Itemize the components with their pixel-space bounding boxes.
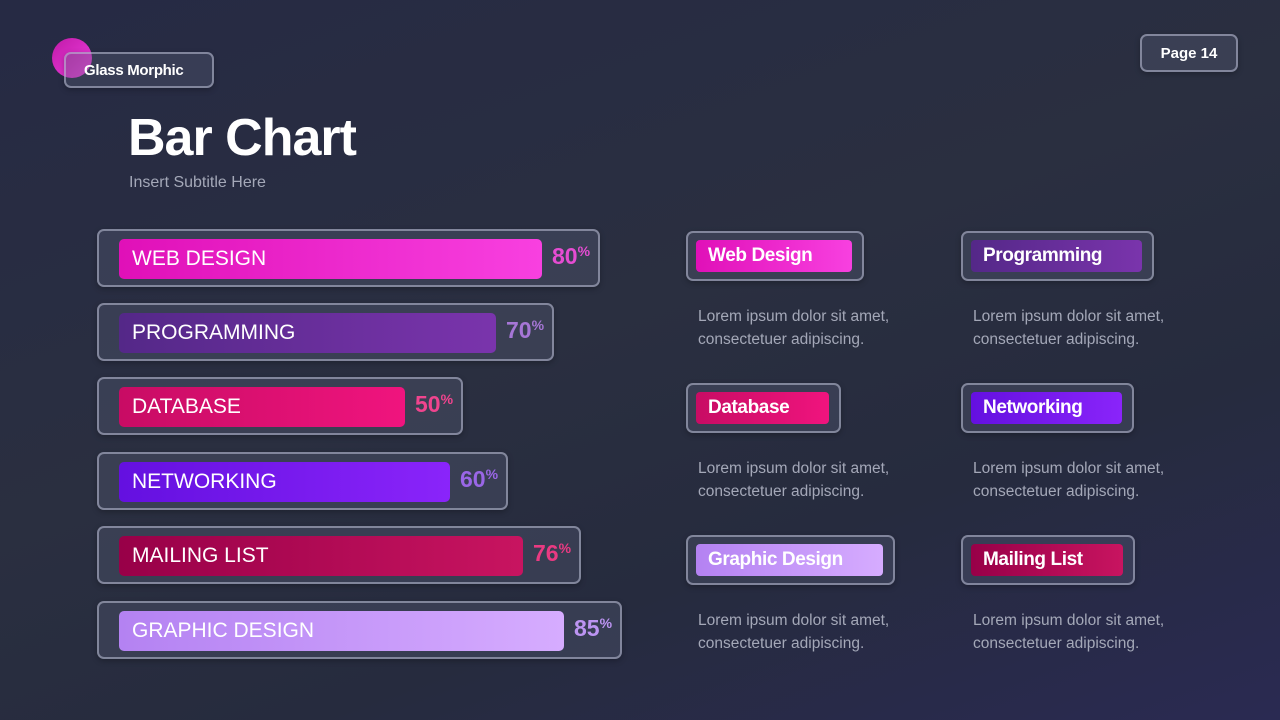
legend-chip: Networking bbox=[971, 392, 1123, 424]
bar-row: MAILING LIST 76% bbox=[97, 526, 581, 584]
bar: WEB DESIGN bbox=[119, 239, 542, 279]
legend-description: Lorem ipsum dolor sit amet, consectetuer… bbox=[698, 460, 890, 500]
bar-unit: % bbox=[558, 540, 572, 556]
brand-name: Glass Morphic bbox=[84, 61, 184, 79]
bar-value-label: 60% bbox=[460, 466, 498, 493]
bar: MAILING LIST bbox=[119, 536, 523, 576]
bar-row: DATABASE 50% bbox=[97, 377, 463, 435]
legend-chip-frame: Web Design bbox=[686, 231, 865, 281]
page-number: Page 14 bbox=[1160, 44, 1218, 62]
page-subtitle: Insert Subtitle Here bbox=[129, 174, 266, 191]
bar-label: GRAPHIC DESIGN bbox=[132, 619, 315, 642]
bar-value: 70 bbox=[506, 317, 532, 343]
bar-row: GRAPHIC DESIGN 85% bbox=[97, 601, 622, 659]
bar-value: 85 bbox=[574, 615, 600, 641]
bar-label: MAILING LIST bbox=[132, 544, 269, 567]
bar-unit: % bbox=[577, 243, 591, 259]
bar-label: NETWORKING bbox=[132, 470, 277, 493]
bar: GRAPHIC DESIGN bbox=[119, 611, 564, 651]
legend-card: Web Design Lorem ipsum dolor sit amet, co… bbox=[686, 231, 946, 351]
bar-value-label: 76% bbox=[533, 540, 571, 567]
legend-description: Lorem ipsum dolor sit amet, consectetuer… bbox=[698, 612, 890, 652]
bar-unit: % bbox=[531, 317, 545, 333]
bar-row: NETWORKING 60% bbox=[97, 452, 508, 510]
legend-chip-frame: Programming bbox=[961, 231, 1155, 281]
bar-value-label: 50% bbox=[415, 391, 453, 418]
legend-card: Mailing List Lorem ipsum dolor sit amet, … bbox=[961, 535, 1221, 655]
bar-value-label: 80% bbox=[552, 243, 590, 270]
bar-value-label: 85% bbox=[574, 615, 612, 642]
legend-chip: Web Design bbox=[696, 240, 853, 272]
legend-chip: Programming bbox=[971, 240, 1143, 272]
legend-description: Lorem ipsum dolor sit amet, consectetuer… bbox=[973, 612, 1165, 652]
brand-badge: Glass Morphic bbox=[64, 52, 214, 88]
bar-label: DATABASE bbox=[132, 395, 241, 418]
bar-row: PROGRAMMING 70% bbox=[97, 303, 554, 361]
logo-circle-icon bbox=[52, 38, 92, 78]
legend-chip: Graphic Design bbox=[696, 544, 883, 576]
legend-card: Programming Lorem ipsum dolor sit amet, c… bbox=[961, 231, 1221, 351]
bar-label: PROGRAMMING bbox=[132, 321, 296, 344]
legend-card: Networking Lorem ipsum dolor sit amet, co… bbox=[961, 383, 1221, 503]
bar-unit: % bbox=[440, 391, 454, 407]
legend-card: Graphic Design Lorem ipsum dolor sit amet… bbox=[686, 535, 946, 655]
legend-chip: Database bbox=[696, 392, 830, 424]
page-badge: Page 14 bbox=[1140, 34, 1238, 72]
legend-chip-frame: Networking bbox=[961, 383, 1135, 433]
bar-value: 76 bbox=[533, 540, 559, 566]
bar-unit: % bbox=[485, 466, 499, 482]
legend-chip-frame: Graphic Design bbox=[686, 535, 895, 585]
bar-value-label: 70% bbox=[506, 317, 544, 344]
legend-description: Lorem ipsum dolor sit amet, consectetuer… bbox=[973, 308, 1165, 348]
bar: PROGRAMMING bbox=[119, 313, 496, 353]
bar-value: 80 bbox=[552, 243, 578, 269]
legend-chip: Mailing List bbox=[971, 544, 1123, 576]
bar-label: WEB DESIGN bbox=[132, 247, 267, 270]
bar: DATABASE bbox=[119, 387, 405, 427]
legend-chip-frame: Database bbox=[686, 383, 842, 433]
bar-value: 50 bbox=[415, 391, 441, 417]
legend-description: Lorem ipsum dolor sit amet, consectetuer… bbox=[973, 460, 1165, 500]
legend-description: Lorem ipsum dolor sit amet, consectetuer… bbox=[698, 308, 890, 348]
bar-value: 60 bbox=[460, 466, 486, 492]
legend-card: Database Lorem ipsum dolor sit amet, cons… bbox=[686, 383, 946, 503]
legend-chip-frame: Mailing List bbox=[961, 535, 1135, 585]
bar-unit: % bbox=[599, 615, 613, 631]
bar: NETWORKING bbox=[119, 462, 450, 502]
page-title: Bar Chart bbox=[128, 109, 357, 167]
bar-row: WEB DESIGN 80% bbox=[97, 229, 600, 287]
